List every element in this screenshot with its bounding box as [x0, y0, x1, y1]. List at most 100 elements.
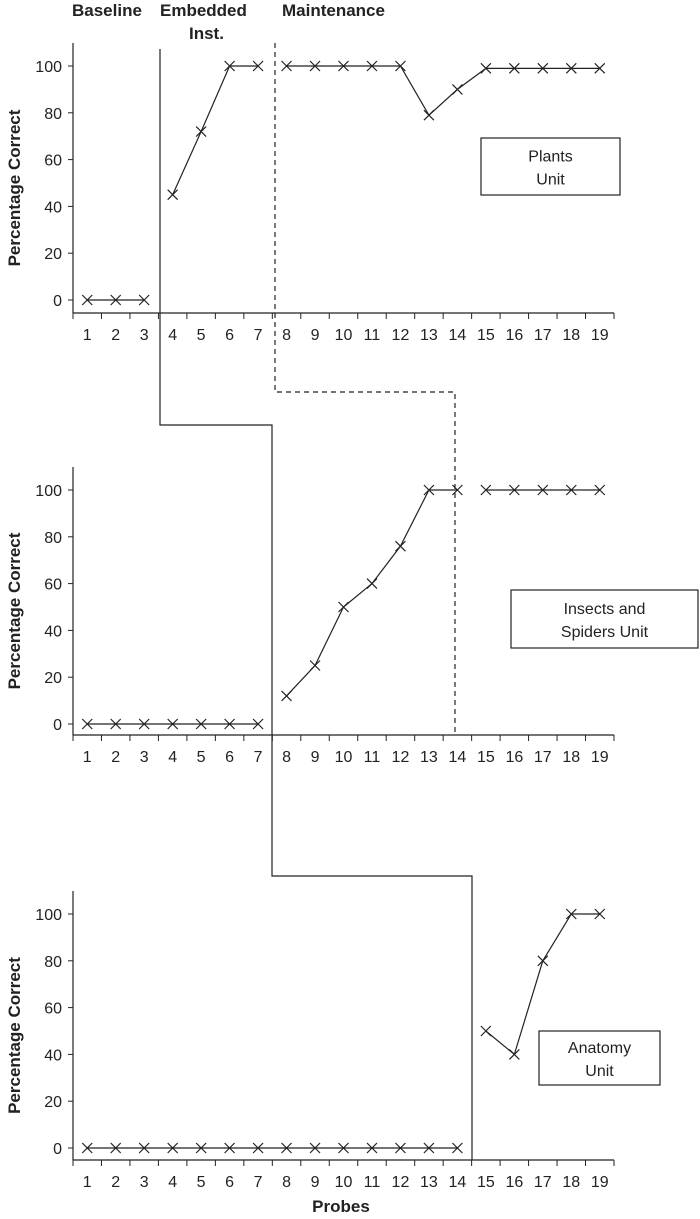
data-point-x-marker	[309, 1142, 321, 1154]
data-point-x-marker	[338, 60, 349, 72]
y-tick-label: 60	[44, 577, 62, 594]
x-tick-label: 15	[477, 1174, 495, 1191]
data-point-x-marker	[565, 908, 577, 920]
data-point-x-marker	[423, 1142, 435, 1154]
x-tick-label: 10	[335, 1174, 353, 1191]
data-point-x-marker	[281, 690, 292, 702]
data-point-x-marker	[110, 718, 122, 730]
phase-label-maintenance: Maintenance	[282, 1, 385, 20]
x-tick-label: 2	[111, 327, 120, 344]
unit-label-line1: Insects and	[564, 601, 646, 618]
x-tick-label: 2	[111, 1174, 120, 1191]
x-tick-label: 15	[477, 749, 495, 766]
data-point-x-marker	[594, 484, 606, 496]
data-point-x-marker	[366, 578, 378, 590]
x-tick-label: 3	[140, 327, 149, 344]
unit-label-box	[538, 1030, 661, 1086]
data-point-x-marker	[110, 294, 122, 306]
unit-label-line1: Plants	[528, 149, 572, 166]
data-point-x-marker	[224, 718, 236, 730]
x-tick-label: 7	[254, 327, 263, 344]
data-point-x-marker	[252, 1142, 264, 1154]
phase-label-embedded: Embedded	[160, 1, 247, 20]
data-point-x-marker	[167, 1142, 179, 1154]
data-point-x-marker	[508, 484, 520, 496]
data-point-x-marker	[395, 60, 406, 72]
data-point-x-marker	[224, 1142, 236, 1154]
y-tick-label: 60	[44, 1001, 62, 1018]
unit-label-box	[510, 589, 699, 649]
x-tick-label: 9	[311, 1174, 320, 1191]
data-point-x-marker	[81, 294, 93, 306]
data-point-x-marker	[395, 540, 406, 552]
x-tick-label: 16	[505, 749, 523, 766]
data-point-x-marker	[451, 83, 463, 95]
x-tick-label: 11	[364, 749, 381, 766]
data-point-x-marker	[138, 1142, 150, 1154]
unit-label-line1: Anatomy	[568, 1040, 631, 1057]
data-point-x-marker	[138, 718, 150, 730]
x-tick-label: 10	[335, 749, 353, 766]
x-tick-label: 16	[505, 1174, 523, 1191]
unit-label-line2: Unit	[585, 1063, 614, 1080]
y-tick-label: 100	[35, 907, 62, 924]
x-tick-label: 1	[83, 749, 92, 766]
data-point-x-marker	[565, 62, 577, 74]
data-point-x-marker	[167, 189, 179, 201]
data-point-x-marker	[224, 60, 236, 72]
data-point-x-marker	[309, 60, 321, 72]
data-point-x-marker	[537, 955, 549, 967]
data-point-x-marker	[594, 62, 606, 74]
x-tick-label: 1	[83, 1174, 92, 1191]
y-axis-title: Percentage Correct	[5, 532, 24, 689]
y-tick-label: 80	[44, 106, 62, 123]
x-tick-label: 12	[392, 1174, 410, 1191]
data-point-x-marker	[81, 1142, 93, 1154]
x-tick-label: 13	[420, 1174, 438, 1191]
x-tick-label: 6	[225, 1174, 234, 1191]
data-point-x-marker	[451, 1142, 463, 1154]
y-tick-label: 40	[44, 623, 62, 640]
y-tick-label: 20	[44, 1094, 62, 1111]
x-tick-label: 9	[311, 749, 320, 766]
x-tick-label: 17	[534, 749, 552, 766]
data-point-x-marker	[281, 60, 292, 72]
data-point-x-marker	[537, 484, 549, 496]
unit-label-box	[480, 137, 621, 196]
x-tick-label: 4	[168, 327, 177, 344]
x-axis-title: Probes	[312, 1197, 370, 1216]
y-tick-label: 0	[53, 717, 62, 734]
phase-label-baseline: Baseline	[72, 1, 142, 20]
data-point-x-marker	[537, 62, 549, 74]
x-tick-label: 11	[364, 1174, 381, 1191]
data-point-x-marker	[508, 62, 520, 74]
data-point-x-marker	[110, 1142, 122, 1154]
y-tick-label: 80	[44, 530, 62, 547]
x-tick-label: 15	[477, 327, 495, 344]
x-tick-label: 14	[448, 327, 466, 344]
y-tick-label: 100	[35, 483, 62, 500]
x-tick-label: 7	[254, 749, 263, 766]
x-tick-label: 8	[282, 1174, 291, 1191]
y-tick-label: 0	[53, 1141, 62, 1158]
y-tick-label: 80	[44, 954, 62, 971]
data-point-x-marker	[594, 908, 606, 920]
y-tick-label: 0	[53, 293, 62, 310]
y-tick-label: 20	[44, 246, 62, 263]
x-tick-label: 19	[591, 327, 609, 344]
x-tick-label: 6	[225, 749, 234, 766]
y-tick-label: 60	[44, 153, 62, 170]
x-tick-label: 2	[111, 749, 120, 766]
x-tick-label: 13	[420, 749, 438, 766]
x-tick-label: 7	[254, 1174, 263, 1191]
data-point-x-marker	[338, 601, 349, 613]
x-tick-label: 14	[448, 1174, 466, 1191]
data-point-x-marker	[195, 126, 207, 137]
data-point-x-marker	[252, 60, 264, 72]
data-point-x-marker	[338, 1142, 349, 1154]
x-tick-label: 5	[197, 749, 206, 766]
x-tick-label: 17	[534, 1174, 552, 1191]
data-line-segment	[172, 65, 259, 195]
